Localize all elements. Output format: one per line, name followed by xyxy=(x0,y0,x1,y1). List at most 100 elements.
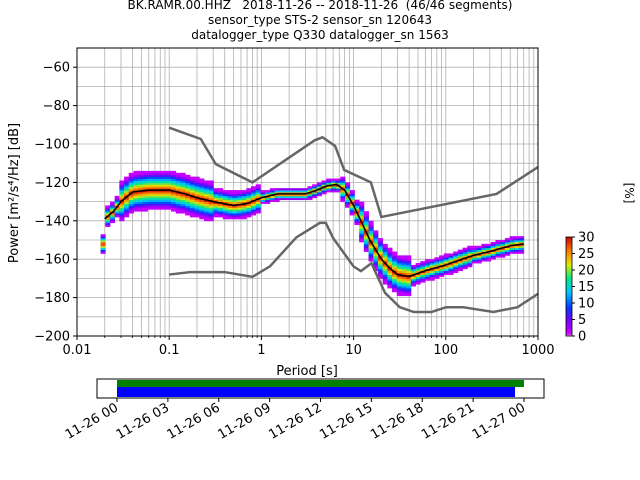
ppsd-cell xyxy=(415,282,421,285)
ppsd-cell xyxy=(439,268,445,272)
ppsd-cell xyxy=(420,266,426,270)
ppsd-cell xyxy=(396,259,402,262)
ppsd-cell xyxy=(382,268,388,272)
ppsd-cell xyxy=(208,203,214,206)
ppsd-cell xyxy=(203,192,210,195)
colorbar-segment xyxy=(566,306,572,309)
ppsd-cell xyxy=(321,180,327,183)
ppsd-cell xyxy=(152,207,158,210)
ppsd-cell xyxy=(128,193,134,197)
ppsd-cell xyxy=(392,280,398,283)
ppsd-cell xyxy=(500,240,506,243)
ppsd-cell xyxy=(509,251,515,254)
ppsd-cell xyxy=(175,174,181,178)
colorbar-segment xyxy=(566,266,572,269)
colorbar-segment xyxy=(566,311,572,314)
ppsd-cell xyxy=(199,211,205,214)
ppsd-cell xyxy=(171,203,177,206)
ppsd-cell xyxy=(265,201,271,204)
ppsd-cell xyxy=(133,199,139,202)
ppsd-cell xyxy=(519,241,525,245)
ppsd-cell xyxy=(476,245,482,249)
ppsd-cell xyxy=(128,199,134,202)
ppsd-cell xyxy=(260,193,266,197)
ppsd-cell xyxy=(124,193,130,197)
ppsd-cell xyxy=(401,293,407,297)
colorbar-segment xyxy=(566,332,572,335)
ppsd-cell xyxy=(189,207,195,210)
ppsd-cell xyxy=(255,199,261,202)
x-tick-label: 0.1 xyxy=(159,343,180,358)
ppsd-cell xyxy=(471,261,478,264)
ppsd-cell xyxy=(392,264,398,268)
ppsd-cell xyxy=(340,186,346,189)
colorbar-tick-label: 20 xyxy=(578,264,595,279)
ppsd-cell xyxy=(434,272,440,275)
ppsd-cell xyxy=(377,238,384,241)
ppsd-cell xyxy=(349,190,355,193)
ppsd-cell xyxy=(119,213,125,216)
ppsd-cell xyxy=(439,257,445,260)
ppsd-cell xyxy=(171,178,177,181)
ppsd-cell xyxy=(457,268,463,272)
colorbar-segment xyxy=(566,276,572,279)
ppsd-cell xyxy=(171,207,177,210)
ppsd-cell xyxy=(119,195,125,199)
ppsd-cell xyxy=(180,180,186,183)
ppsd-cell xyxy=(392,257,398,260)
ppsd-cell xyxy=(180,172,186,176)
ppsd-cell xyxy=(152,178,158,181)
ppsd-cell xyxy=(396,288,402,291)
ppsd-cell xyxy=(354,222,360,226)
ppsd-cell xyxy=(448,261,454,264)
ppsd-cell xyxy=(156,201,163,204)
ppsd-cell xyxy=(175,209,181,212)
chart-title-line-3: datalogger_type Q330 datalogger_sn 1563 xyxy=(191,28,449,42)
ppsd-cell xyxy=(128,182,134,185)
ppsd-cell xyxy=(161,205,167,208)
ppsd-cell xyxy=(279,197,285,201)
colorbar-segment xyxy=(566,326,572,329)
ppsd-cell xyxy=(152,201,158,204)
ppsd-cell xyxy=(373,255,379,258)
ppsd-cell xyxy=(467,261,473,264)
ppsd-cell xyxy=(382,266,388,270)
ppsd-cell xyxy=(208,218,214,222)
ppsd-cell xyxy=(152,182,158,185)
ppsd-cell xyxy=(288,192,294,195)
ppsd-cell xyxy=(114,207,120,210)
ppsd-cell xyxy=(133,170,139,174)
ppsd-cell xyxy=(345,192,351,195)
ppsd-cell xyxy=(166,197,172,201)
ppsd-cell xyxy=(340,197,346,201)
ppsd-cell xyxy=(100,236,106,239)
colorbar-tick-label: 10 xyxy=(578,297,595,312)
ppsd-cell xyxy=(199,209,205,212)
ppsd-cell xyxy=(175,184,181,187)
ppsd-cell xyxy=(222,209,228,212)
ppsd-cell xyxy=(382,278,388,281)
ppsd-cell xyxy=(133,197,139,201)
ppsd-cell xyxy=(208,188,214,191)
ppsd-cell xyxy=(166,172,172,176)
ppsd-cell xyxy=(119,186,125,189)
ppsd-cell xyxy=(189,193,195,197)
ppsd-cell xyxy=(255,203,261,206)
ppsd-cell xyxy=(147,182,153,185)
colorbar-segment xyxy=(566,296,572,299)
ppsd-cell xyxy=(175,180,181,183)
ppsd-cell xyxy=(377,264,384,268)
ppsd-cell xyxy=(424,263,431,266)
ppsd-cell xyxy=(410,278,416,281)
ppsd-cell xyxy=(147,170,153,174)
ppsd-cell xyxy=(448,272,454,275)
ppsd-cell xyxy=(194,209,200,212)
ppsd-cell xyxy=(368,226,374,229)
ppsd-cell xyxy=(321,184,327,187)
ppsd-cell xyxy=(232,211,238,214)
ppsd-cell xyxy=(420,278,426,281)
ppsd-cell xyxy=(368,230,374,233)
ppsd-cell xyxy=(100,243,106,247)
ppsd-cell xyxy=(222,213,228,216)
ppsd-cell xyxy=(406,272,412,275)
